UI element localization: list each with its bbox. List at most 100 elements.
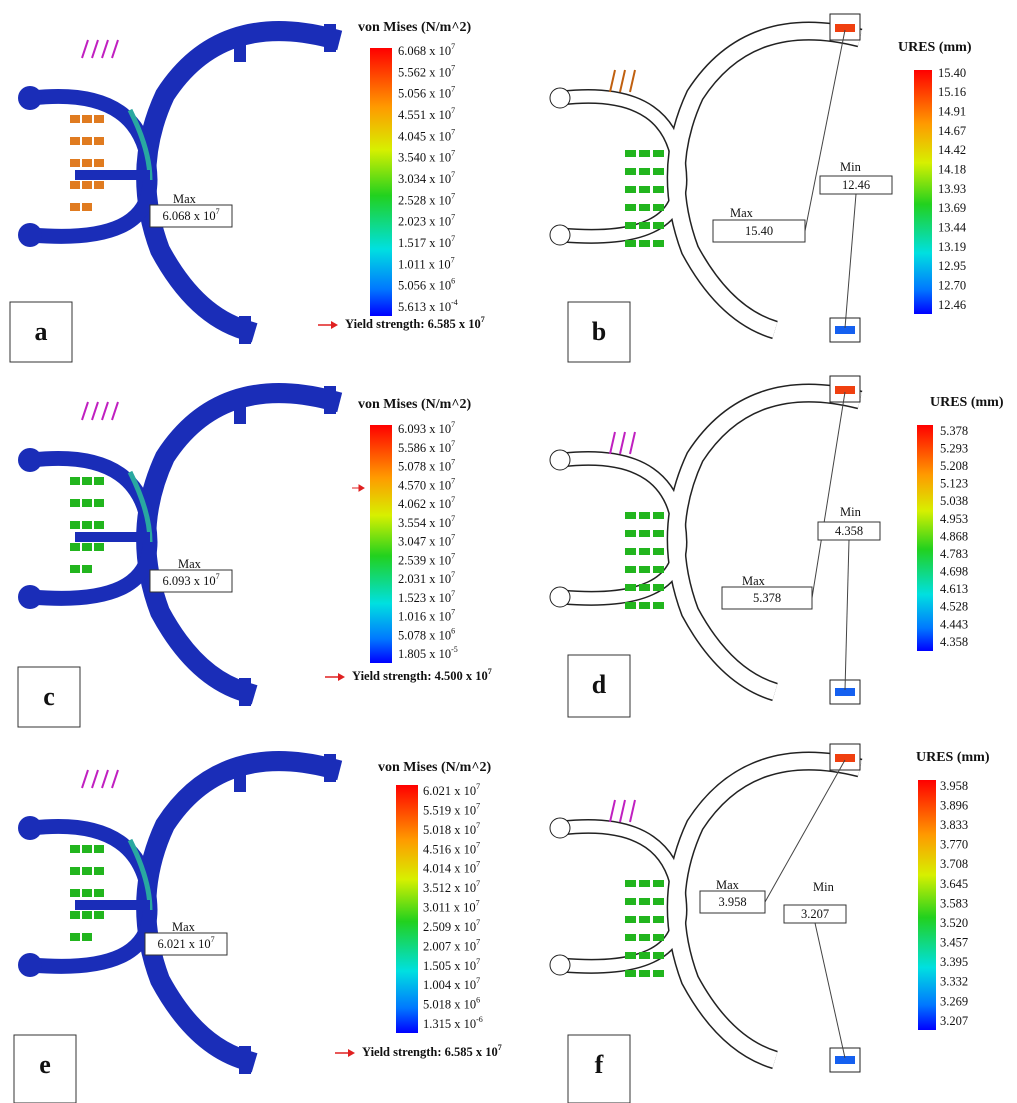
load-arrow <box>112 402 118 420</box>
fixture-marker <box>625 204 636 211</box>
fixture-marker <box>625 934 636 941</box>
legend-tick-label: 4.698 <box>940 565 968 579</box>
legend-tick-label: 4.014 x 107 <box>423 859 480 875</box>
fixture-marker <box>625 240 636 247</box>
fixture-marker <box>653 240 664 247</box>
fixture-marker <box>653 916 664 923</box>
model-end <box>18 585 42 609</box>
legend-tick-label: 5.613 x 10-4 <box>398 298 458 314</box>
text-base: 2.528 x 10 <box>398 193 451 207</box>
colorbar <box>370 48 392 316</box>
fixture-marker <box>94 115 104 123</box>
text-exponent: 7 <box>476 782 480 791</box>
fixture-marker <box>70 543 80 551</box>
max-value: 15.40 <box>745 224 773 238</box>
fixture-marker <box>94 137 104 145</box>
text-base: 5.018 x 10 <box>423 823 476 837</box>
fixture-marker <box>70 499 80 507</box>
fixture-marker <box>94 845 104 853</box>
fixture-marker <box>94 889 104 897</box>
fixture-marker <box>82 911 92 919</box>
fixture-marker <box>653 530 664 537</box>
model-end <box>550 587 570 607</box>
fixture-marker <box>653 222 664 229</box>
legend-tick-label: 3.332 <box>940 975 968 989</box>
fixture-marker <box>94 159 104 167</box>
legend-tick-label: 5.038 <box>940 494 968 508</box>
yield-strength: Yield strength: 6.585 x 107 <box>362 1043 502 1059</box>
legend-tick-label: 4.443 <box>940 617 968 631</box>
text-base: 1.805 x 10 <box>398 647 451 661</box>
text-exponent: 7 <box>488 667 492 676</box>
fixture-marker <box>639 566 650 573</box>
text-exponent: 7 <box>451 532 455 541</box>
min-label: Min <box>813 880 835 894</box>
legend-tick-label: 14.67 <box>938 124 966 138</box>
legend-tick-label: 6.021 x 107 <box>423 782 480 798</box>
min-value: 4.358 <box>835 524 863 538</box>
load-arrow <box>112 770 118 788</box>
text-base: 2.509 x 10 <box>423 920 476 934</box>
leader-line <box>805 30 845 231</box>
load-arrow <box>610 800 615 822</box>
load-arrow <box>630 70 635 92</box>
panel: URES (mm)15.4015.1614.9114.6714.4214.181… <box>550 14 972 362</box>
text-base: 4.014 x 10 <box>423 862 476 876</box>
text-exponent: -5 <box>451 645 458 654</box>
max-label: Max <box>716 878 740 892</box>
fixture-marker <box>625 150 636 157</box>
fixture-marker <box>70 159 80 167</box>
legend-tick-label: 14.42 <box>938 143 966 157</box>
model-end <box>18 953 42 977</box>
panel: URES (mm)5.3785.2935.2085.1235.0384.9534… <box>550 376 1004 717</box>
panel-label: e <box>39 1050 51 1079</box>
legend-tick-label: 5.208 <box>940 459 968 473</box>
fixture-marker <box>625 970 636 977</box>
yield-arrow-head <box>338 673 345 681</box>
fixture-marker <box>653 168 664 175</box>
text-exponent: 7 <box>451 514 455 523</box>
max-value: 3.958 <box>718 895 746 909</box>
fixture-marker <box>94 911 104 919</box>
fixture-marker <box>653 934 664 941</box>
min-label: Min <box>840 160 862 174</box>
fixture-marker <box>625 222 636 229</box>
text-base: 1.523 x 10 <box>398 591 451 605</box>
text-base: 2.007 x 10 <box>423 939 476 953</box>
text-base: 3.047 x 10 <box>398 534 451 548</box>
leader-line <box>815 923 845 1058</box>
load-arrow <box>92 402 98 420</box>
load-arrow <box>610 432 615 454</box>
model-inner-arm <box>562 826 680 966</box>
text-base: 1.004 x 10 <box>423 978 476 992</box>
max-value: 5.378 <box>753 591 781 605</box>
load-arrow <box>92 40 98 58</box>
text-exponent: 7 <box>476 918 480 927</box>
text-base: 5.562 x 10 <box>398 65 451 79</box>
model-end <box>18 816 42 840</box>
text-base: 6.068 x 10 <box>162 209 215 223</box>
model-tab <box>239 678 251 706</box>
legend-tick-label: 3.896 <box>940 798 968 812</box>
load-arrow <box>112 40 118 58</box>
text-exponent: 7 <box>476 840 480 849</box>
fixture-marker <box>94 867 104 875</box>
text-base: 5.018 x 10 <box>423 997 476 1011</box>
model-tab <box>324 386 336 414</box>
model-end <box>550 955 570 975</box>
text-exponent: 7 <box>451 42 455 51</box>
fixture-marker <box>639 880 650 887</box>
text-exponent: 6 <box>476 995 480 1004</box>
load-arrow <box>82 402 88 420</box>
model-cross-bar <box>75 900 150 910</box>
model-tab <box>239 1046 251 1074</box>
legend-tick-label: 5.293 <box>940 441 968 455</box>
model-tab <box>234 34 246 62</box>
yield-marker <box>352 485 364 491</box>
legend-tick-label: 3.958 <box>940 779 968 793</box>
fixture-marker <box>639 204 650 211</box>
legend-tick-label: 14.18 <box>938 163 966 177</box>
text-base: 4.570 x 10 <box>398 478 451 492</box>
text-base: 5.586 x 10 <box>398 441 451 455</box>
fixture-marker <box>82 181 92 189</box>
